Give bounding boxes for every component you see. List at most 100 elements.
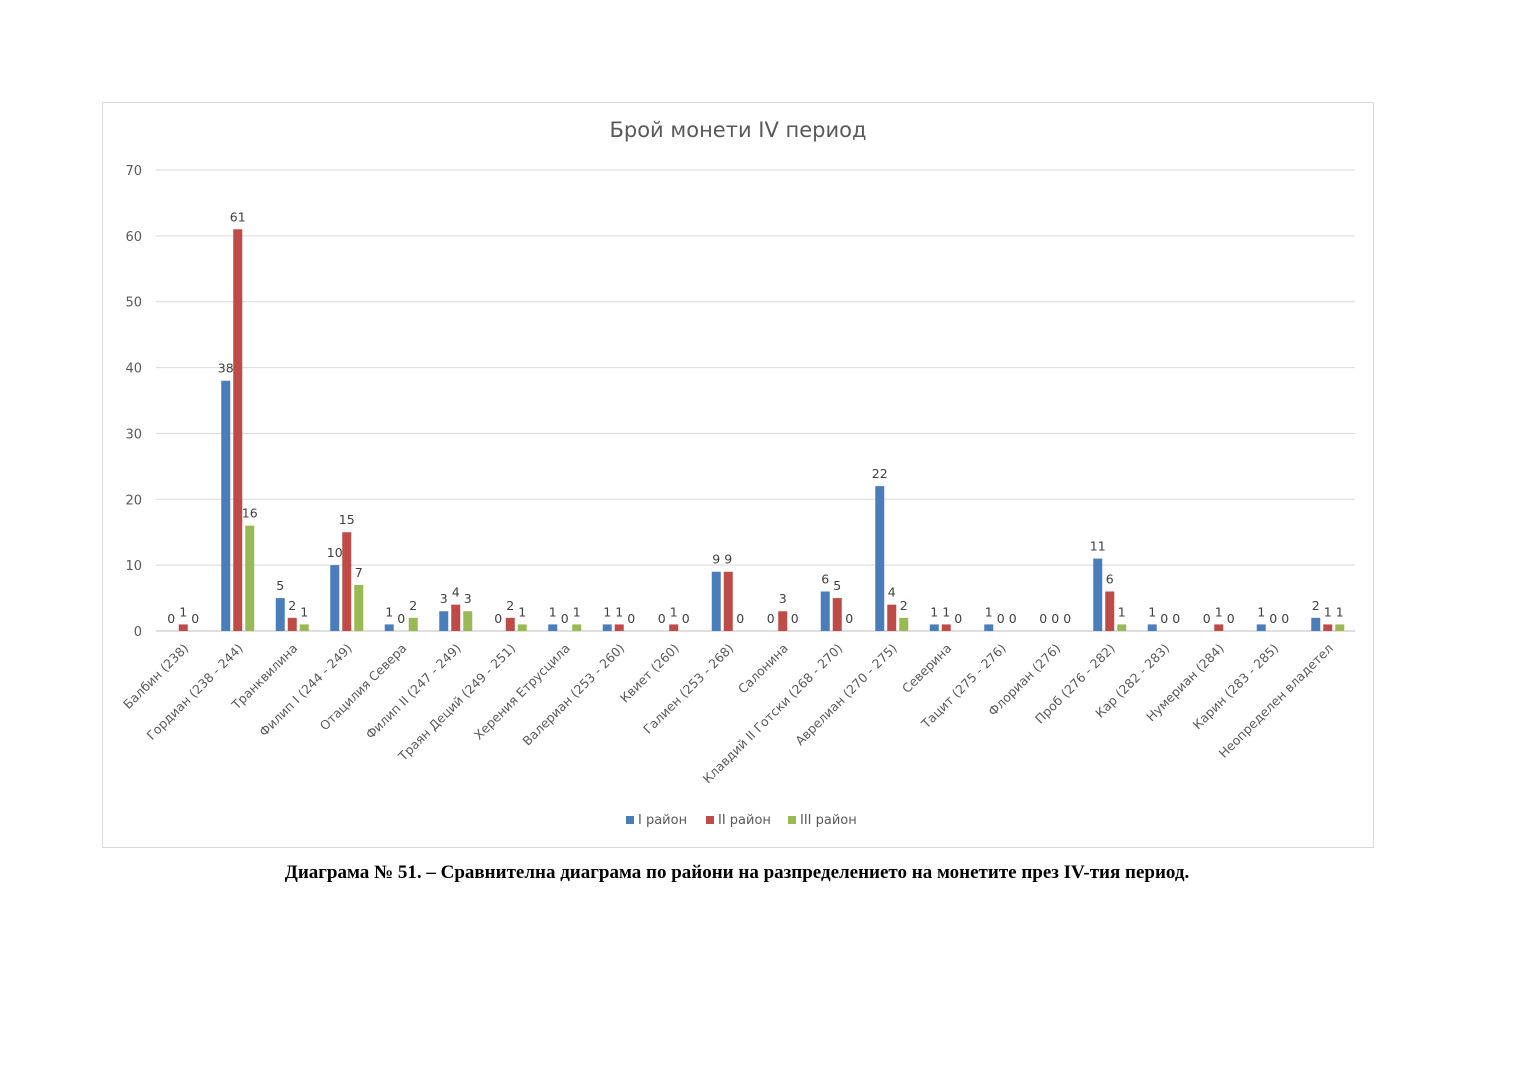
bar-1 [439,611,449,631]
data-label: 1 [942,604,950,619]
data-label: 0 [658,611,666,626]
data-label: 6 [821,571,829,586]
bar-1 [875,486,885,631]
chart-area [102,102,1374,848]
bar-2 [778,611,788,631]
data-label: 38 [218,361,234,376]
data-label: 0 [845,611,853,626]
data-label: 0 [1009,611,1017,626]
data-label: 0 [397,611,405,626]
bar-1 [548,624,558,631]
data-label: 1 [1118,604,1126,619]
y-tick-label: 10 [125,559,142,574]
data-label: 0 [1172,611,1180,626]
bar-1 [820,591,830,631]
data-label: 4 [888,585,896,600]
data-label: 0 [1063,611,1071,626]
data-label: 1 [985,604,993,619]
data-label: 2 [409,598,417,613]
data-label: 1 [549,604,557,619]
data-label: 1 [573,604,581,619]
bar-3 [1117,624,1127,631]
data-label: 5 [833,578,841,593]
data-label: 1 [670,604,678,619]
bar-1 [711,571,721,631]
data-label: 1 [615,604,623,619]
data-label: 1 [1257,604,1265,619]
y-tick-label: 30 [125,427,142,442]
data-label: 0 [997,611,1005,626]
data-label: 1 [385,604,393,619]
data-label: 1 [1148,604,1156,619]
x-tick-label: Филип I (244 - 249) [256,641,355,740]
data-label: 15 [339,512,355,527]
bar-2 [342,532,352,631]
x-tick-label: Салонина [735,641,791,697]
data-label: 3 [779,591,787,606]
bar-1 [1311,617,1321,631]
data-label: 1 [1336,604,1344,619]
legend-label: I район [638,813,687,828]
bar-1 [1093,558,1103,631]
data-label: 2 [1312,598,1320,613]
chart-title: Брой монети IV период [609,118,867,142]
data-label: 1 [300,604,308,619]
bar-1 [221,380,231,631]
bar-1 [984,624,994,631]
data-label: 0 [1281,611,1289,626]
bar-2 [887,604,897,631]
data-label: 0 [1051,611,1059,626]
y-tick-label: 40 [125,362,142,377]
data-label: 4 [452,585,460,600]
data-label: 0 [494,611,502,626]
bar-3 [1335,624,1345,631]
bar-2 [178,624,188,631]
bar-3 [354,584,364,631]
data-label: 11 [1090,539,1106,554]
bar-2 [233,229,243,631]
legend-label: III район [800,813,857,828]
x-tick-label: Валериан (253 - 260) [519,641,627,749]
x-tick-label: Гордиан (238 - 244) [144,641,246,743]
data-label: 0 [627,611,635,626]
data-label: 1 [603,604,611,619]
bar-2 [1214,624,1224,631]
y-tick-label: 20 [125,493,142,508]
bar-3 [517,624,527,631]
data-label: 2 [900,598,908,613]
legend-label: II район [718,813,771,828]
legend-swatch [788,816,796,824]
bar-2 [723,571,733,631]
bar-2 [614,624,624,631]
x-tick-label: Филип II (247 - 249) [362,641,463,742]
data-label: 0 [1203,611,1211,626]
bar-3 [299,624,309,631]
data-label: 1 [930,604,938,619]
data-label: 2 [288,598,296,613]
bar-2 [505,617,515,631]
bar-3 [408,617,418,631]
bar-1 [384,624,394,631]
y-tick-label: 70 [125,164,142,179]
data-label: 0 [561,611,569,626]
bar-1 [275,598,285,631]
legend-swatch [706,816,714,824]
data-label: 0 [1269,611,1277,626]
data-label: 0 [191,611,199,626]
data-label: 22 [872,466,888,481]
x-tick-label: Неопределен владетел [1216,641,1336,761]
legend-swatch [626,816,634,824]
x-tick-label: Херения Етрусцила [471,641,573,743]
data-label: 0 [767,611,775,626]
y-tick-label: 50 [125,296,142,311]
figure-caption: Диаграма № 51. – Сравнителна диаграма по… [284,862,1190,883]
data-label: 1 [518,604,526,619]
data-label: 3 [440,591,448,606]
y-tick-label: 60 [125,230,142,245]
x-tick-label: Северина [899,641,954,696]
data-label: 10 [327,545,343,560]
bar-1 [929,624,939,631]
data-label: 0 [1039,611,1047,626]
bar-2 [669,624,679,631]
